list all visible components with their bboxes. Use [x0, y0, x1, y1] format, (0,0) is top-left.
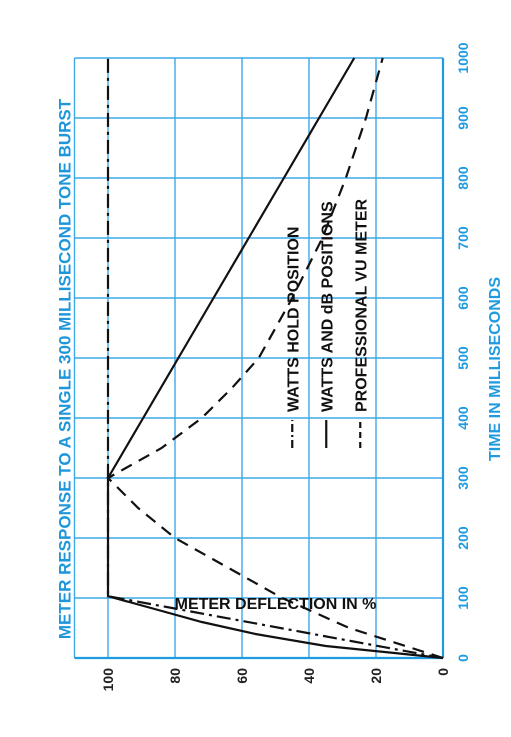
y-tick-label-60: 60 — [234, 668, 250, 684]
x-tick-label-800: 800 — [455, 166, 471, 190]
y-axis-label: METER DEFLECTION IN % — [175, 596, 377, 613]
x-tick-label-100: 100 — [455, 586, 471, 610]
legend-label-watts-hold: WATTS HOLD POSITION — [285, 227, 302, 412]
x-tick-label-600: 600 — [455, 286, 471, 310]
x-axis-label: TIME IN MILLISECONDS — [487, 277, 504, 461]
series-line-1 — [106, 57, 444, 660]
x-tick-label-400: 400 — [455, 406, 471, 430]
series-line-2 — [106, 57, 444, 660]
x-tick-label-900: 900 — [455, 106, 471, 130]
legend: WATTS HOLD POSITION WATTS AND dB POSITIO… — [285, 198, 370, 448]
axes — [74, 58, 445, 660]
y-tick-label-0: 0 — [435, 668, 451, 676]
legend-label-vu-meter: PROFESSIONAL VU METER — [353, 198, 370, 412]
x-tick-label-0: 0 — [455, 654, 471, 662]
y-tick-label-100: 100 — [100, 668, 116, 692]
y-tick-labels: 0 20 40 60 80 100 — [100, 668, 451, 692]
series-line-0 — [106, 58, 444, 660]
y-tick-label-40: 40 — [301, 668, 317, 684]
chart-title: METER RESPONSE TO A SINGLE 300 MILLISECO… — [56, 98, 75, 639]
x-tick-labels: 0 100 200 300 400 500 600 700 800 900 1000 — [455, 42, 471, 662]
y-tick-label-80: 80 — [167, 668, 183, 684]
x-tick-label-200: 200 — [455, 526, 471, 550]
x-tick-label-700: 700 — [455, 226, 471, 250]
x-tick-label-1000: 1000 — [455, 42, 471, 73]
y-tick-label-20: 20 — [368, 668, 384, 684]
x-tick-label-500: 500 — [455, 346, 471, 370]
x-tick-label-300: 300 — [455, 466, 471, 490]
legend-label-watts-db: WATTS AND dB POSITIONS — [319, 201, 336, 412]
series-lines — [106, 57, 444, 660]
